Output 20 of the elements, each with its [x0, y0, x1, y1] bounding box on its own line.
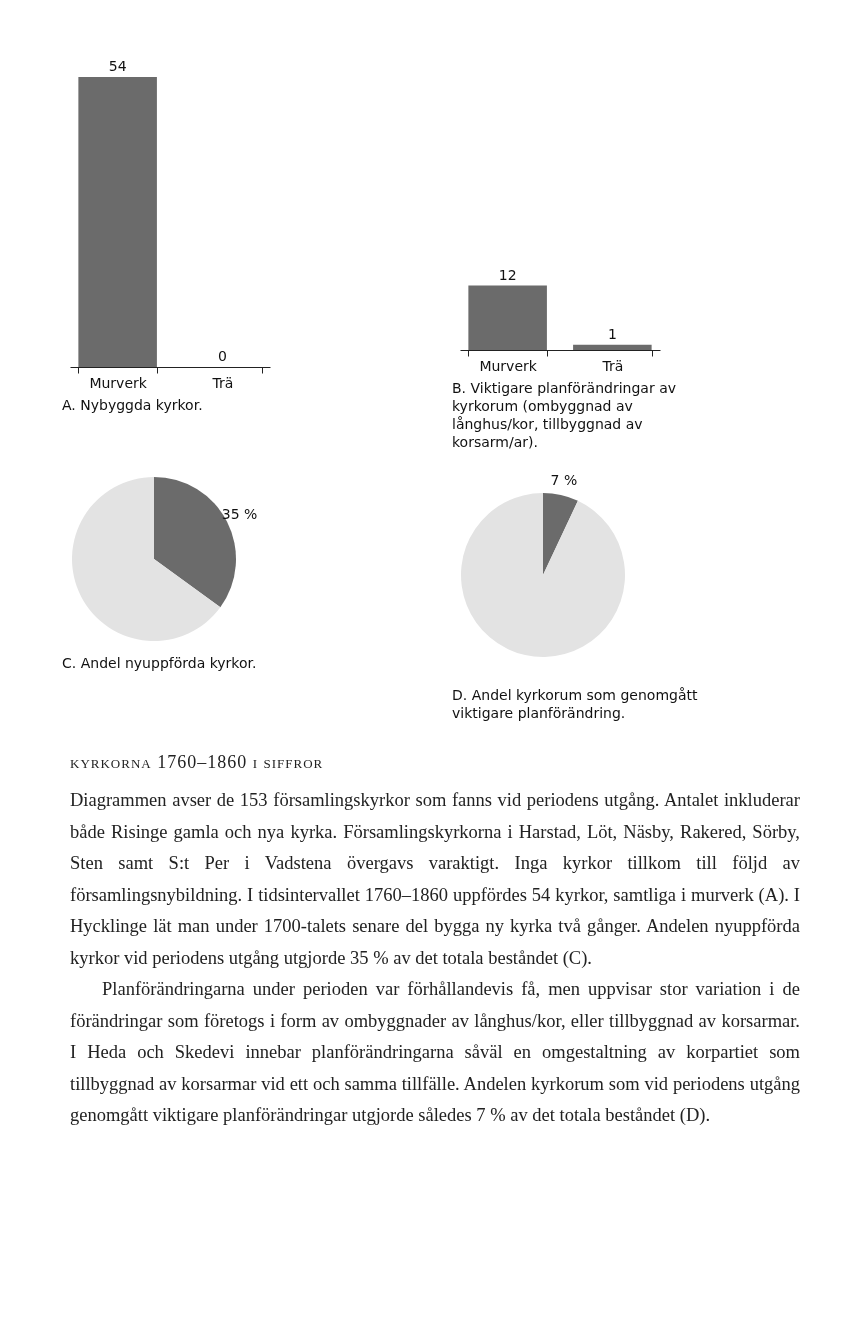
- data-label: 1: [607, 325, 617, 342]
- x-tick-label: Trä: [601, 357, 624, 374]
- x-tick-label: Trä: [211, 374, 234, 391]
- data-label: 54: [108, 58, 127, 74]
- data-label: 0: [217, 348, 227, 364]
- x-tick-label: Murverk: [479, 357, 538, 374]
- text: C. Andel nyuppförda kyrkor.: [62, 654, 258, 672]
- text: Planförändringarna under perioden var förhållandevis få, men uppvisar stor variation i de förändringar som företogs i form av ombyggnader av långhus/kor, eller tillbyggnad av korsarmar. I Heda och Skedevi innebar planförändringarna såväl en omgestaltning av korpartiet som tillbyggnad av korsarmar vid ett och samma tillfälle. Andelen kyrkorum som vid periodens utgång genomgått viktigare planförändringar utgjorde således 7 % av det totala beståndet (D).: [70, 978, 800, 1127]
- text: D. Andel kyrkorum som genomgått viktigare planförändring.: [452, 686, 699, 722]
- data-label: 7 %: [550, 472, 578, 489]
- text: Diagrammen avser de 153 församlingskyrkor som fanns vid periodens utgång. Antalet inkluderar både Risinge gamla och nya kyrka. Församlingskyrkorna i Harstad, Löt, Näsby, Rakered, Sörby, Sten samt S:t Per i Vadstena övergavs varaktigt. Inga kyrkor tillkom till följd av församlingsnybildning. I tidsintervallet 1760–1860 uppfördes 54 kyrkor, samtliga i murverk (A). I Hycklinge lät man under 1700-talets senare del bygga ny kyrka två gånger. Andelen nyuppförda kyrkor vid periodens utgång utgjorde 35 % av det totala beståndet (C).: [70, 789, 800, 970]
- text: kyrkorna 1760–1860 i siffror: [70, 752, 325, 773]
- pie-slice: [461, 493, 625, 657]
- pie-slice: [72, 477, 221, 641]
- x-tick-label: Murverk: [89, 374, 148, 391]
- data-label: 35 %: [221, 506, 258, 523]
- text: A. Nybyggda kyrkor.: [62, 396, 204, 414]
- data-label: 12: [498, 266, 517, 283]
- pie-slice: [543, 493, 578, 575]
- text: B. Viktigare planförändringar av kyrkorum (ombyggnad av långhus/kor, tillbyggnad av korsarm/ar).: [452, 379, 677, 451]
